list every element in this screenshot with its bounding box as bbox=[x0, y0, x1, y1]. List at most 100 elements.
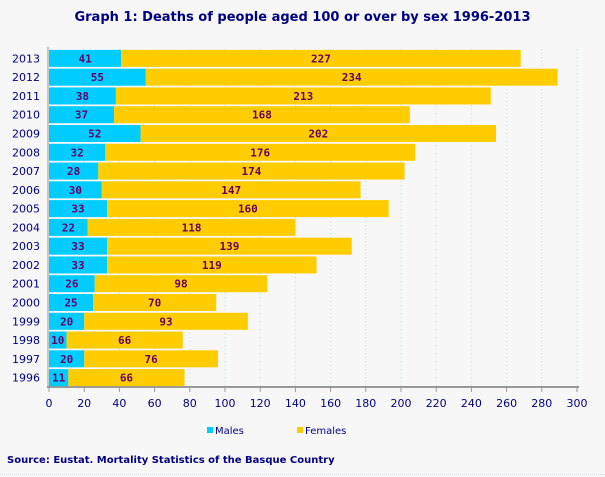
x-tick-label: 80 bbox=[183, 397, 197, 410]
bar-males bbox=[49, 181, 102, 199]
bar-females bbox=[107, 256, 317, 274]
x-tick-label: 200 bbox=[391, 397, 412, 410]
data-label: 118 bbox=[182, 221, 202, 234]
bar-males bbox=[49, 237, 108, 255]
y-tick-label: 2008 bbox=[12, 146, 40, 159]
y-tick-label: 2002 bbox=[12, 259, 40, 272]
data-label: 25 bbox=[64, 297, 77, 310]
x-tick-label: 300 bbox=[567, 397, 588, 410]
data-label: 55 bbox=[91, 71, 104, 84]
bar-females bbox=[107, 200, 389, 218]
bar-females bbox=[84, 350, 218, 368]
data-label: 227 bbox=[311, 52, 331, 65]
x-tick-label: 260 bbox=[496, 397, 517, 410]
data-label: 10 bbox=[51, 334, 64, 347]
data-label: 20 bbox=[60, 315, 73, 328]
bar-males bbox=[49, 331, 67, 349]
x-tick-label: 60 bbox=[148, 397, 162, 410]
bar-females bbox=[101, 181, 361, 199]
data-label: 52 bbox=[88, 128, 101, 141]
data-label: 234 bbox=[342, 71, 362, 84]
y-tick-label: 1998 bbox=[12, 334, 40, 347]
y-tick-label: 2005 bbox=[12, 203, 40, 216]
y-tick-label: 1997 bbox=[12, 353, 40, 366]
bar-females bbox=[84, 312, 248, 330]
x-tick-label: 280 bbox=[531, 397, 552, 410]
legend-label: Males bbox=[215, 426, 244, 437]
data-label: 119 bbox=[202, 259, 222, 272]
data-label: 28 bbox=[67, 165, 80, 178]
x-tick-label: 40 bbox=[112, 397, 126, 410]
bar-males bbox=[49, 369, 69, 387]
bar-females bbox=[121, 49, 521, 67]
data-label: 26 bbox=[65, 278, 79, 291]
bar-females bbox=[114, 106, 410, 124]
legend-swatch-males bbox=[207, 427, 213, 433]
y-tick-label: 1996 bbox=[12, 372, 40, 385]
chart-title: Graph 1: Deaths of people aged 100 or ov… bbox=[74, 10, 531, 25]
source-note: Source: Eustat. Mortality Statistics of … bbox=[7, 455, 335, 466]
y-tick-label: 2006 bbox=[12, 184, 40, 197]
data-label: 37 bbox=[75, 109, 88, 122]
data-label: 98 bbox=[174, 278, 187, 291]
bar-males bbox=[49, 350, 85, 368]
bar-males bbox=[49, 294, 93, 311]
bar-females bbox=[107, 237, 352, 255]
bar-males bbox=[49, 125, 141, 142]
bar-females bbox=[66, 331, 183, 349]
data-label: 11 bbox=[52, 372, 66, 385]
data-label: 139 bbox=[219, 240, 239, 253]
data-label: 213 bbox=[293, 90, 313, 103]
bar-males bbox=[49, 68, 146, 86]
bar-males bbox=[49, 218, 88, 236]
x-tick-label: 240 bbox=[461, 397, 482, 410]
data-label: 76 bbox=[144, 353, 158, 366]
bar-females bbox=[115, 87, 491, 105]
data-label: 33 bbox=[71, 240, 84, 253]
y-tick-label: 2004 bbox=[12, 221, 40, 234]
data-label: 174 bbox=[241, 165, 261, 178]
y-tick-label: 2013 bbox=[12, 52, 40, 65]
data-label: 70 bbox=[148, 297, 161, 310]
bar-males bbox=[49, 275, 95, 293]
y-tick-label: 2003 bbox=[12, 240, 40, 253]
legend-label: Females bbox=[305, 426, 346, 437]
x-tick-label: 140 bbox=[285, 397, 306, 410]
bar-males bbox=[49, 200, 108, 218]
x-tick-label: 100 bbox=[215, 397, 236, 410]
data-label: 66 bbox=[118, 334, 132, 347]
bar-females bbox=[105, 143, 416, 161]
bar-males bbox=[49, 256, 108, 274]
data-label: 32 bbox=[71, 146, 84, 159]
x-tick-label: 20 bbox=[77, 397, 91, 410]
data-label: 33 bbox=[71, 259, 84, 272]
x-tick-label: 0 bbox=[46, 397, 53, 410]
y-tick-label: 1999 bbox=[12, 315, 40, 328]
bar-females bbox=[87, 218, 296, 236]
data-label: 202 bbox=[308, 128, 328, 141]
x-tick-label: 160 bbox=[320, 397, 341, 410]
data-label: 20 bbox=[60, 353, 73, 366]
data-label: 168 bbox=[252, 109, 272, 122]
data-label: 160 bbox=[238, 203, 258, 216]
y-tick-label: 2000 bbox=[12, 297, 40, 310]
bar-males bbox=[49, 143, 106, 161]
data-label: 147 bbox=[221, 184, 241, 197]
data-label: 22 bbox=[62, 221, 75, 234]
y-tick-label: 2010 bbox=[12, 109, 40, 122]
data-label: 38 bbox=[76, 90, 89, 103]
bar-males bbox=[49, 87, 116, 105]
y-tick-label: 2012 bbox=[12, 71, 40, 84]
data-label: 30 bbox=[69, 184, 82, 197]
x-tick-label: 120 bbox=[250, 397, 271, 410]
bar-males bbox=[49, 49, 122, 67]
y-tick-label: 2001 bbox=[12, 278, 40, 291]
data-label: 93 bbox=[159, 315, 172, 328]
bar-females bbox=[145, 68, 558, 86]
y-tick-label: 2009 bbox=[12, 128, 40, 141]
data-label: 66 bbox=[120, 372, 134, 385]
bar-males bbox=[49, 106, 115, 124]
data-label: 41 bbox=[78, 52, 92, 65]
x-tick-label: 220 bbox=[426, 397, 447, 410]
